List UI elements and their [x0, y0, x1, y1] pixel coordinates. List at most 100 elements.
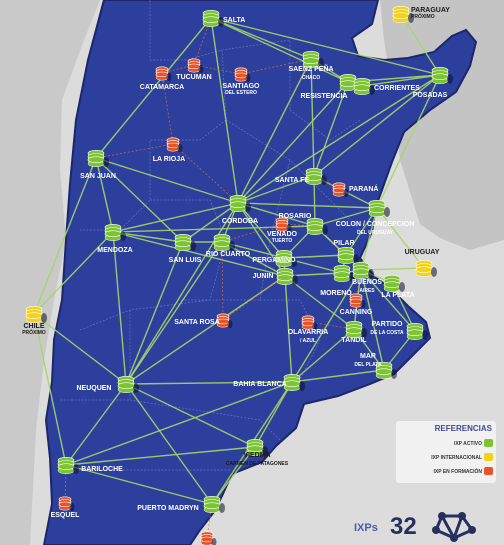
city-label-cordoba: CORDOBA [222, 218, 258, 225]
city-label-mendoza: MENDOZA [97, 247, 132, 254]
link-resistencia-cordoba [237, 81, 349, 204]
city-label-esquel: ESQUEL [51, 512, 81, 519]
city-label-salta: SALTA [223, 17, 245, 24]
ixp-node-tandil: TANDIL [341, 320, 367, 344]
city-label-santarosa: SANTA ROSA [174, 319, 220, 326]
city-label-catamarca: CATAMARCA [140, 84, 184, 91]
city-label-viedma: VIEDMA [243, 452, 270, 459]
city-sublabel-viedma: CARMEN DE PATAGONES [226, 461, 289, 467]
link-posadas-cordoba [237, 74, 441, 204]
ixp-count-value: 32 [390, 513, 417, 540]
link-resistencia-santafe [313, 81, 349, 177]
link-bariloche-chile [33, 313, 67, 466]
legend-title: REFERENCIAS [434, 424, 492, 433]
city-label-santiago: SANTIAGO [223, 83, 261, 90]
city-label-posadas: POSADAS [413, 92, 448, 99]
ixp-node-sanluis: SAN LUIS [169, 234, 202, 264]
city-sublabel-buenosaires: AIRES [359, 288, 375, 294]
ixp-node-larioja: LA RIOJA [153, 137, 185, 163]
city-label-sanluis: SAN LUIS [169, 257, 202, 264]
ixp-count-label: IXPs [354, 522, 378, 534]
ixp-node-junin: JUNIN [252, 267, 298, 285]
city-label-bahiablanca: BAHIA BLANCA [233, 381, 286, 388]
city-label-olavarria: OLAVARRIA [288, 329, 329, 336]
link-sanjuan-cordoba [95, 157, 239, 204]
planned-link-santarosa-riocuarto [221, 241, 224, 321]
link-neuquen-puertomadryn [125, 383, 213, 505]
legend-label-international: IXP INTERNACIONAL [431, 455, 482, 461]
link-tandil-bahiablanca [291, 328, 355, 383]
city-label-saenz: SAENZ PEÑA [288, 64, 333, 73]
ixp-node-riocuarto: RIO CUARTO [206, 234, 251, 258]
link-posadas-santafe [313, 74, 441, 177]
city-label-junin: JUNIN [252, 273, 273, 280]
link-cordoba-santafe [237, 175, 315, 204]
city-label-bariloche: BARILOCHE [81, 466, 123, 473]
ixp-node-laplata: LA PLATA [381, 274, 415, 299]
ixp-node-buenosaires: BUENOS AIRES [352, 261, 382, 294]
link-bahiablanca-bariloche [65, 381, 293, 466]
link-mendoza-chile [33, 231, 114, 315]
city-label-rosario: ROSARIO [279, 213, 312, 220]
ixp-node-tucuman: TUCUMAN [176, 58, 212, 81]
city-label-colon: COLON / CONCEPCION [336, 221, 415, 228]
city-label-tucuman: TUCUMAN [176, 74, 211, 81]
ixp-node-saenz: SAENZ PEÑA CHACO [288, 50, 334, 81]
link-rosario-colon [314, 207, 378, 227]
city-sublabel-partido: DE LA COSTA [370, 330, 404, 336]
ixp-node-rosario: ROSARIO [279, 213, 328, 235]
city-label-puertomadryn: PUERTO MADRYN [137, 505, 198, 512]
city-label-partido: PARTIDO [372, 321, 404, 328]
legend-label-forming: IXP EN FORMACIÓN [433, 469, 482, 475]
link-neuquen-viedma [125, 383, 256, 448]
link-junin-neuquen [125, 275, 286, 385]
link-saenz-santafe [310, 58, 315, 177]
city-label-chile: CHILE [24, 323, 45, 330]
link-chile-sanjuan [33, 157, 97, 315]
link-sanluis-neuquen [125, 241, 184, 385]
link-corrientes-posadas [361, 74, 441, 87]
city-label-paraguay: PARAGUAY [411, 7, 450, 14]
city-label-moreno: MORENO [320, 290, 352, 297]
link-posadas-paraguay [400, 13, 441, 76]
ixp-node-resistencia: RESISTENCIA [300, 74, 361, 100]
link-saenz-cordoba [237, 58, 312, 204]
ixp-node-bahiablanca: BAHIA BLANCA [233, 373, 305, 391]
city-label-neuquen: NEUQUEN [76, 385, 111, 392]
link-bariloche-puertomadryn [65, 464, 213, 505]
planned-link-venado-riocuarto [221, 223, 283, 243]
city-sublabel-venado: TUERTO [272, 238, 293, 244]
city-sublabel-colon: DEL URUGUAY [357, 230, 394, 236]
ixp-node-partido: PARTIDO DE LA COSTA [370, 321, 428, 340]
link-colon-buenosaires [360, 207, 378, 271]
ixp-node-bariloche: BARILOCHE [57, 456, 123, 474]
city-label-tandil: TANDIL [341, 337, 367, 344]
link-mendoza-neuquen [112, 231, 127, 385]
city-sublabel-chile: PRÓXIMO [22, 328, 46, 336]
network-icon [432, 512, 476, 542]
ixp-node-colon: COLON / CONCEPCION DEL URUGUAY [336, 200, 415, 236]
ixp-node-viedma: VIEDMA CARMEN DE PATAGONES [226, 438, 289, 467]
ixp-node-cordoba: CORDOBA [222, 195, 258, 225]
ixp-node-canning: CANNING [340, 293, 373, 316]
planned-link-larioja-sanjuan [95, 143, 174, 159]
ixp-node-mendoza: MENDOZA [97, 224, 133, 254]
city-sublabel-olavarria: / AZUL [300, 338, 316, 344]
link-sanjuan-mendoza [95, 157, 114, 233]
link-viedma-bariloche [65, 446, 256, 466]
ixp-node-puertomadryn: PUERTO MADRYN [137, 495, 225, 513]
legend-panel: REFERENCIAS IXP ACTIVO IXP INTERNACIONAL… [396, 421, 496, 483]
link-junin-tandil [284, 275, 355, 330]
link-cordoba-sanluis [182, 202, 239, 243]
ixp-node-olavarria: OLAVARRIA / AZUL [288, 315, 329, 344]
ixp-node-salta: SALTA [202, 10, 245, 27]
active-ixp-icon [484, 439, 493, 447]
ixp-node-catamarca: CATAMARCA [140, 66, 184, 91]
